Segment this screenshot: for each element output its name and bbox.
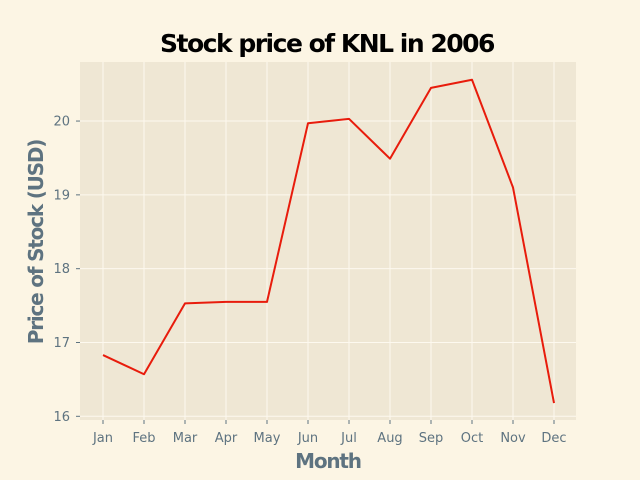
x-tick-label: Jan [92, 431, 113, 446]
y-tick-label: 16 [53, 410, 70, 425]
x-tick-label: Jun [297, 431, 318, 446]
chart-title: Stock price of KNL in 2006 [160, 29, 495, 58]
x-tick-label: Feb [132, 431, 155, 446]
series-line [102, 78, 555, 404]
plot-area [80, 62, 576, 420]
x-tick-label: Mar [173, 431, 198, 446]
x-tick-label: Sep [419, 431, 444, 446]
y-tick-label: 17 [53, 336, 70, 351]
x-tick-label: Nov [500, 431, 526, 446]
x-tick-label: Jul [340, 431, 357, 446]
x-axis-label: Month [295, 449, 361, 473]
x-axis-ticks: Jan Feb Mar Apr May Jun Jul Aug Sep Oct Nov Dec [92, 420, 567, 446]
y-tick-label: 19 [53, 188, 70, 203]
y-tick-label: 20 [53, 115, 70, 130]
y-axis-label: Price of Stock (USD) [24, 140, 48, 345]
x-tick-label: Oct [461, 431, 483, 446]
x-tick-label: Aug [377, 431, 402, 446]
y-axis-ticks: 16 17 18 19 20 [53, 115, 80, 425]
x-tick-label: Dec [541, 431, 566, 446]
x-tick-label: May [254, 431, 281, 446]
series-lines [102, 78, 555, 404]
x-tick-label: Apr [215, 431, 238, 446]
y-tick-label: 18 [53, 262, 70, 277]
